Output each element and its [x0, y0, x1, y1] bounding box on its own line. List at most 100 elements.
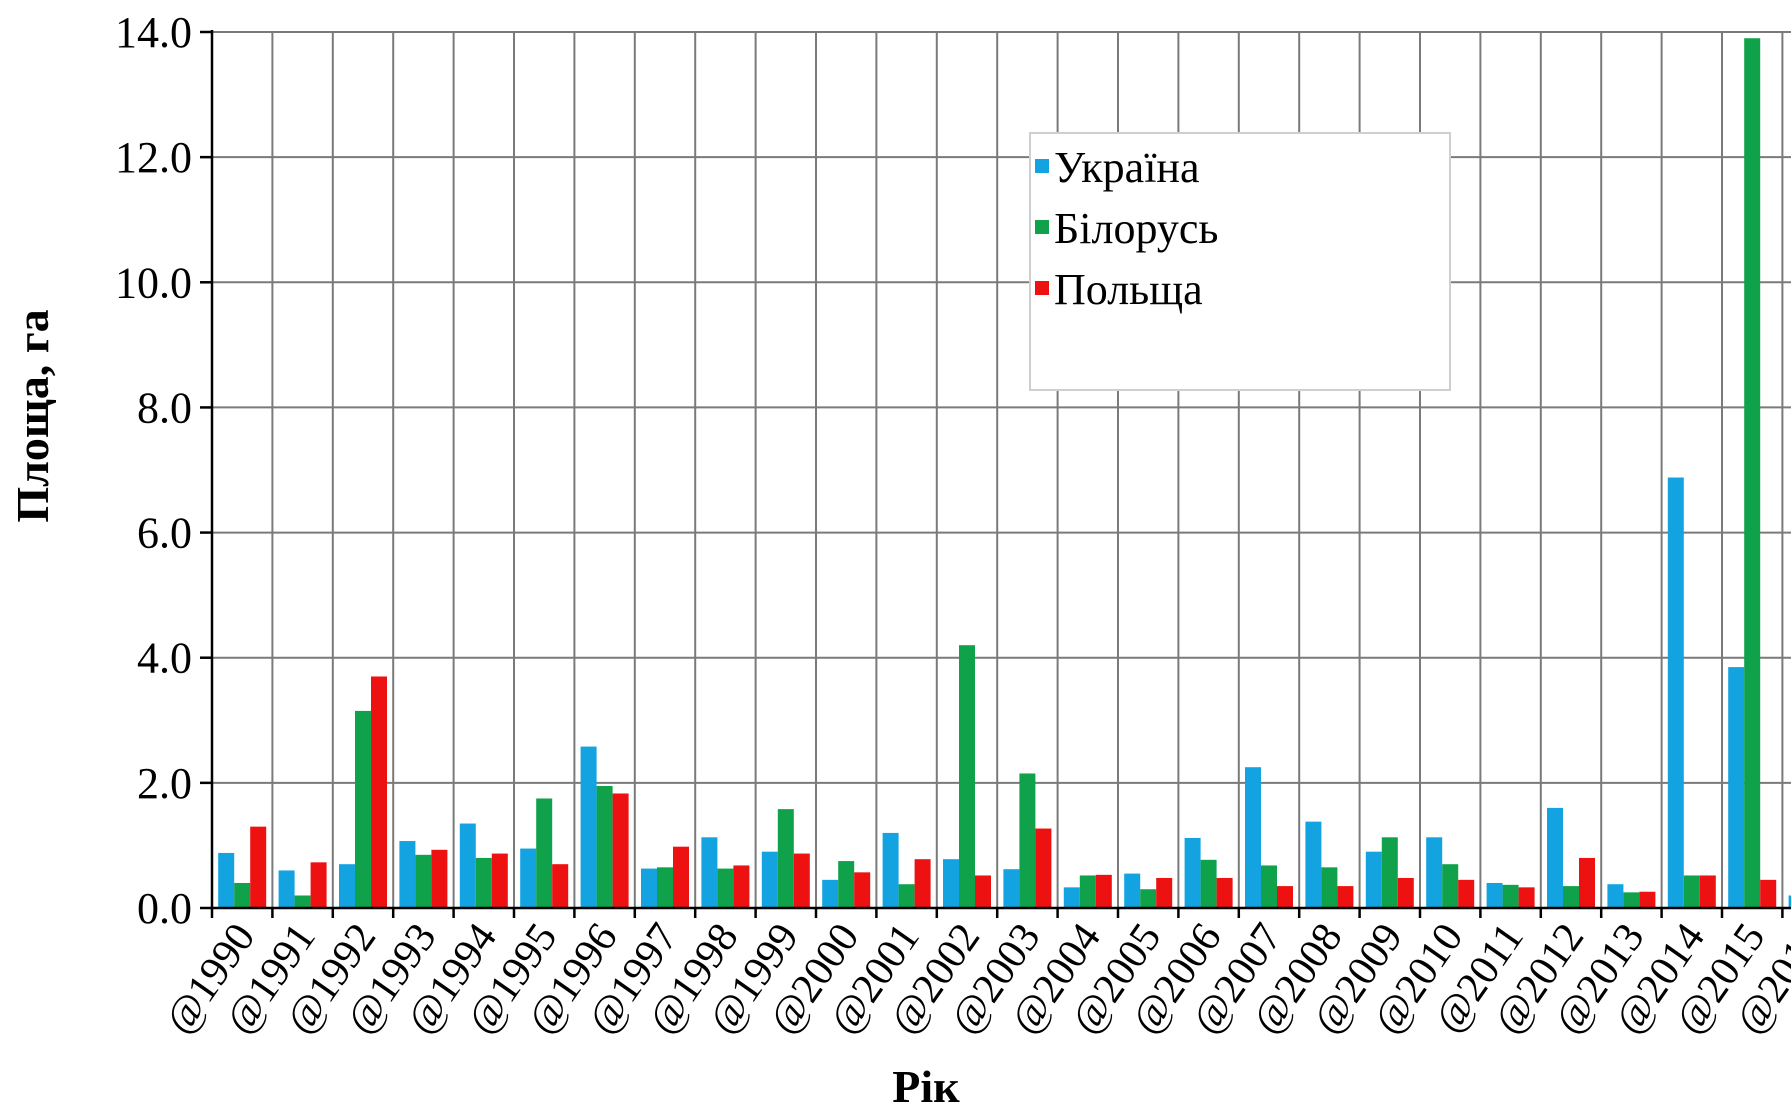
bar-belarus-1996 — [596, 785, 613, 908]
bar-belarus-2013 — [1623, 892, 1640, 908]
bar-poland-1997 — [673, 846, 689, 908]
bar-ukraine-1996 — [580, 746, 597, 908]
bar-ukraine-2008 — [1305, 821, 1322, 908]
bar-ukraine-2009 — [1365, 851, 1382, 908]
bar-belarus-2015 — [1744, 38, 1761, 908]
y-tick-label: 2.0 — [137, 759, 192, 808]
bar-belarus-1998 — [717, 868, 734, 908]
bar-ukraine-1990 — [218, 852, 235, 908]
bar-poland-1990 — [250, 826, 267, 908]
bar-ukraine-2005 — [1124, 873, 1141, 908]
bar-belarus-2012 — [1563, 886, 1579, 908]
y-tick-label: 12.0 — [115, 133, 192, 182]
y-tick-label: 4.0 — [137, 634, 192, 683]
bar-ukraine-1993 — [399, 841, 416, 908]
bar-ukraine-2000 — [822, 879, 839, 908]
bar-poland-1991 — [310, 862, 327, 908]
bar-belarus-1993 — [415, 854, 432, 908]
bar-ukraine-2015 — [1728, 667, 1745, 908]
bar-poland-2012 — [1579, 857, 1595, 908]
bar-poland-1996 — [612, 793, 629, 908]
y-tick-label: 14.0 — [115, 8, 192, 57]
bar-belarus-1992 — [355, 710, 371, 908]
bar-poland-2015 — [1760, 879, 1777, 908]
bar-belarus-2001 — [898, 884, 915, 908]
bar-poland-2010 — [1458, 879, 1475, 908]
grid-lines — [211, 31, 1791, 909]
bar-belarus-1991 — [294, 895, 311, 908]
bar-ukraine-1997 — [641, 868, 657, 908]
bar-belarus-2008 — [1321, 867, 1338, 908]
bar-belarus-2002 — [959, 645, 975, 908]
bar-belarus-2005 — [1140, 889, 1157, 908]
bar-poland-1994 — [491, 853, 508, 908]
bar-belarus-2007 — [1261, 865, 1277, 908]
bar-poland-2014 — [1699, 875, 1716, 908]
bar-ukraine-2016 — [1788, 895, 1791, 908]
y-tick-label: 8.0 — [137, 383, 192, 432]
legend-swatch — [1035, 220, 1049, 234]
bar-belarus-1997 — [657, 867, 673, 908]
bar-ukraine-1994 — [459, 823, 476, 908]
x-tick-labels: @1990@1991@1992@1993@1994@1995@1996@1997… — [156, 915, 1791, 1042]
bar-poland-2003 — [1035, 828, 1052, 908]
bar-poland-2002 — [975, 875, 991, 908]
bar-ukraine-2007 — [1245, 767, 1261, 908]
y-tick-label: 0.0 — [137, 884, 192, 933]
bar-belarus-1994 — [475, 857, 492, 908]
bars-group — [218, 38, 1791, 908]
bar-poland-2000 — [854, 872, 871, 908]
bar-ukraine-1992 — [339, 864, 355, 908]
bar-ukraine-2010 — [1426, 837, 1443, 908]
bar-poland-1998 — [733, 865, 750, 908]
legend-swatch — [1035, 159, 1049, 173]
legend-box — [1029, 132, 1451, 391]
bar-ukraine-2014 — [1667, 477, 1684, 908]
bar-belarus-2010 — [1442, 864, 1459, 908]
bar-belarus-2011 — [1502, 884, 1519, 908]
bar-belarus-2003 — [1019, 773, 1036, 908]
bar-poland-2004 — [1095, 874, 1112, 908]
bar-ukraine-2001 — [882, 832, 899, 908]
bar-poland-1995 — [552, 864, 569, 908]
y-tick-label: 10.0 — [115, 258, 192, 307]
bar-poland-2005 — [1156, 877, 1173, 908]
legend-swatch — [1035, 281, 1049, 295]
bar-belarus-1990 — [234, 882, 251, 908]
bar-ukraine-2006 — [1184, 837, 1201, 908]
bar-ukraine-2003 — [1003, 869, 1020, 908]
bar-ukraine-2002 — [943, 859, 959, 908]
y-axis-title: Площа, га — [7, 309, 58, 522]
bar-ukraine-1999 — [761, 851, 778, 908]
bar-belarus-2004 — [1079, 875, 1096, 908]
bar-poland-1992 — [371, 676, 387, 908]
y-tick-labels: 0.0 2.0 4.0 6.0 8.0 10.0 12.0 14.0 — [115, 8, 192, 933]
bar-ukraine-1995 — [520, 848, 537, 908]
bar-poland-2007 — [1277, 886, 1293, 908]
bar-belarus-1995 — [536, 798, 553, 908]
bar-poland-1993 — [431, 849, 448, 908]
bar-poland-2013 — [1639, 891, 1656, 908]
bar-ukraine-2013 — [1607, 884, 1624, 908]
legend-label: Україна — [1054, 143, 1200, 192]
bar-ukraine-1991 — [278, 870, 295, 908]
legend: Україна Білорусь Польща — [1029, 132, 1451, 391]
bar-ukraine-2004 — [1063, 887, 1080, 908]
bar-ukraine-2012 — [1547, 807, 1563, 908]
bar-poland-2011 — [1518, 887, 1535, 908]
y-tick-label: 6.0 — [137, 509, 192, 558]
bar-ukraine-1998 — [701, 837, 718, 908]
legend-label: Білорусь — [1054, 204, 1218, 253]
bar-poland-2008 — [1337, 886, 1354, 908]
bar-poland-2009 — [1397, 877, 1414, 908]
bar-poland-1999 — [793, 853, 810, 908]
axes — [200, 30, 1791, 918]
bar-poland-2001 — [914, 859, 931, 908]
bar-ukraine-2011 — [1486, 882, 1503, 908]
bar-belarus-2014 — [1683, 875, 1700, 908]
bar-belarus-2000 — [838, 861, 855, 908]
bar-belarus-1999 — [777, 809, 794, 908]
bar-belarus-2006 — [1200, 859, 1217, 908]
bar-poland-2006 — [1216, 877, 1233, 908]
